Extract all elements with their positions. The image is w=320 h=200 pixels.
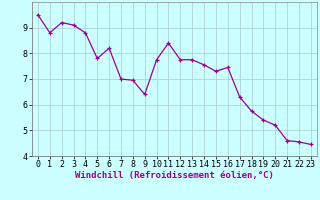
X-axis label: Windchill (Refroidissement éolien,°C): Windchill (Refroidissement éolien,°C) — [75, 171, 274, 180]
